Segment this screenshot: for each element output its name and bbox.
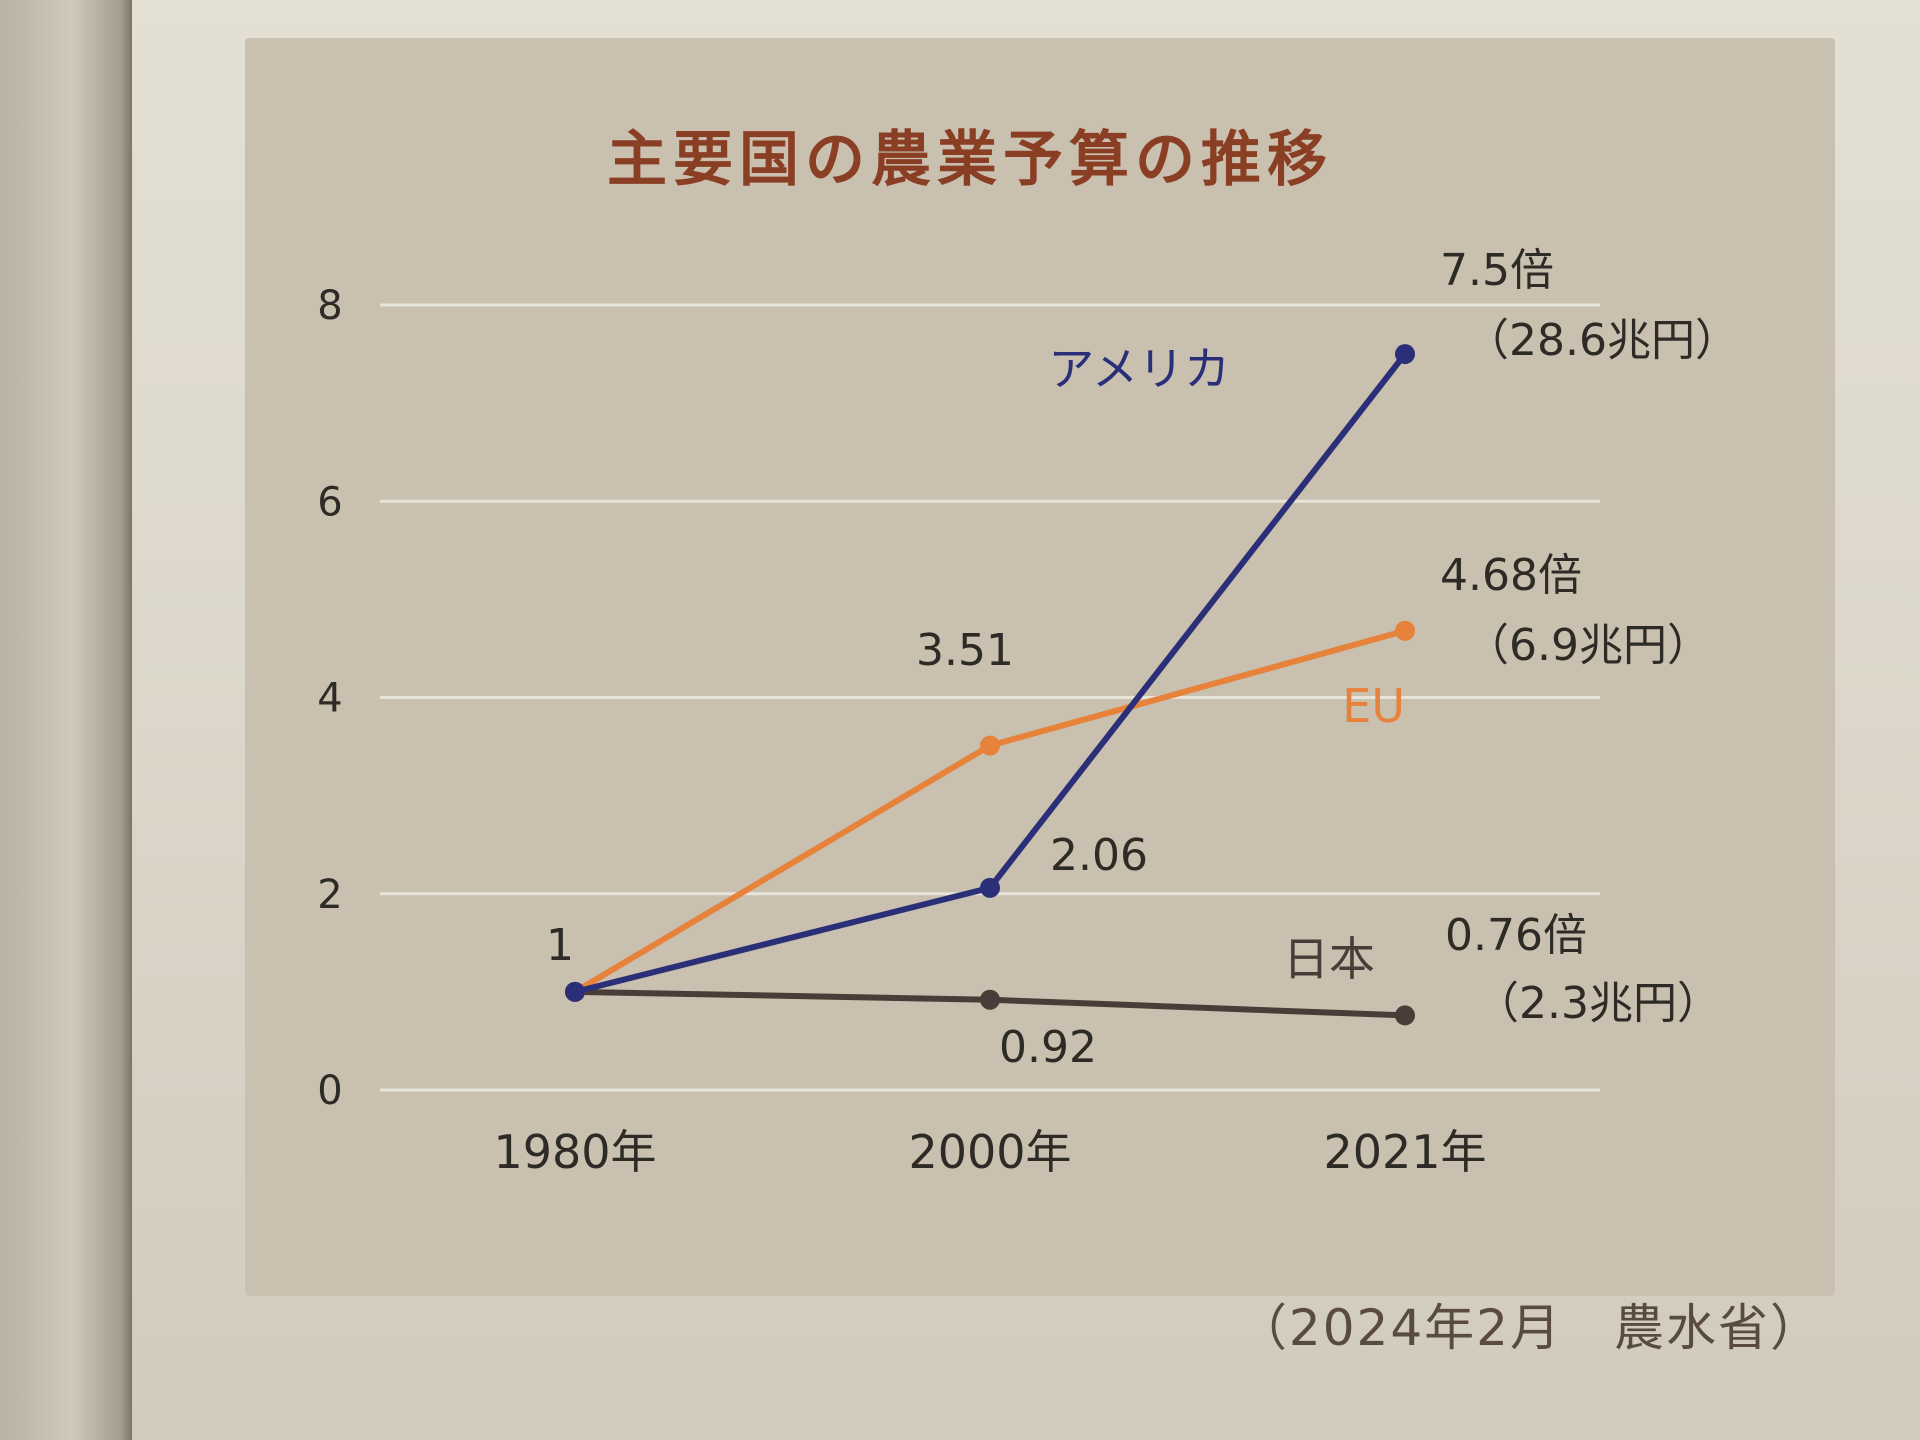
data-label: 4.68倍 [1440,550,1582,601]
series-line [573,627,1406,995]
data-point [1395,1005,1415,1026]
data-point [1395,344,1415,365]
y-tick-label: 8 [317,283,342,329]
x-tick-label: 2021年 [1323,1125,1486,1179]
data-label: 2.06 [1050,830,1148,881]
y-axis-ticks: 0 2 4 6 8 [317,283,342,1114]
y-tick-label: 4 [317,676,342,722]
x-axis-ticks: 1980年 2000年 2021年 [493,1125,1486,1179]
data-point [1395,620,1415,641]
book-spine [0,0,132,1440]
chart-panel [245,38,1835,1296]
data-label: 3.51 [916,625,1014,676]
y-tick-label: 0 [317,1068,342,1114]
x-tick-label: 1980年 [493,1125,656,1179]
chart-title: 主要国の農業予算の推移 [607,125,1333,195]
data-point [565,981,585,1002]
end-note-label: （6.9兆円） [1465,620,1711,671]
end-note-label: （28.6兆円） [1465,315,1739,366]
data-point [980,989,1000,1010]
data-label: 0.76倍 [1445,910,1587,961]
series-name-label: アメリカ [1048,342,1230,396]
data-label: 0.92 [999,1022,1097,1073]
data-label: 1 [546,920,574,971]
series-name-label: 日本 [1283,932,1375,986]
x-tick-label: 2000年 [908,1125,1071,1179]
y-tick-label: 6 [317,479,342,525]
end-note-label: （2.3兆円） [1475,978,1721,1029]
data-point [980,877,1000,898]
source-note: （2024年2月 農水省） [1236,1299,1822,1357]
data-label: 7.5倍 [1440,245,1554,296]
data-point [980,735,1000,756]
y-tick-label: 2 [317,872,342,918]
grid-lines [380,303,1600,1092]
series-lines [565,344,1415,1026]
series-name-label: EU [1342,679,1405,733]
data-labels: アメリカ EU 日本 2.06 7.5倍 （28.6兆円） 1 3.51 4.68倍 （6.9兆円… [546,245,1739,1073]
